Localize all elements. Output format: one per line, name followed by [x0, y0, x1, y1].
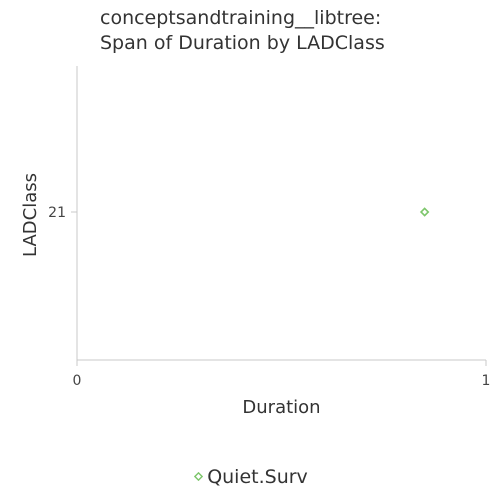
x-tick-label: 0: [73, 373, 82, 389]
legend-label: Quiet.Surv: [207, 465, 308, 488]
legend: Quiet.Surv: [0, 464, 500, 488]
y-tick-label: 21: [48, 205, 66, 221]
diamond-marker-icon: [194, 472, 204, 481]
legend-item[interactable]: Quiet.Surv: [192, 466, 308, 488]
data-points-layer: [419, 207, 430, 217]
x-axis-title: Duration: [242, 397, 320, 418]
chart-title: conceptsandtraining__libtree: Span of Du…: [100, 7, 385, 54]
y-axis-title: LADClass: [20, 173, 41, 257]
x-tick-label: 1: [482, 373, 491, 389]
data-point[interactable]: [419, 207, 430, 217]
